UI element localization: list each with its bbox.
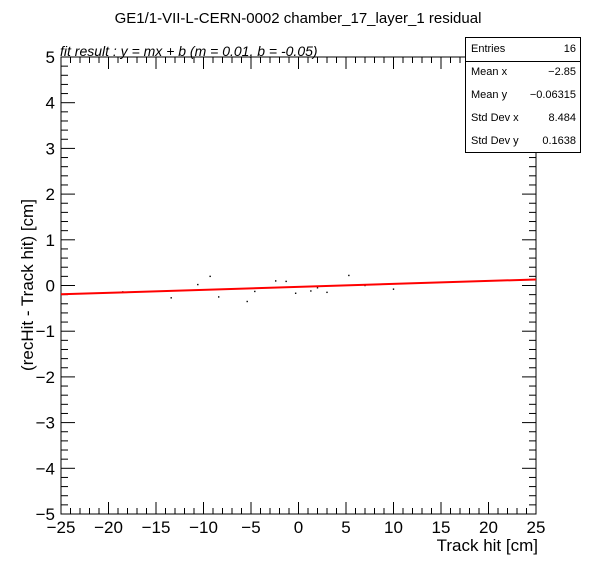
stats-label: Std Dev x bbox=[471, 112, 519, 124]
data-point bbox=[254, 290, 256, 293]
stats-value: 8.484 bbox=[548, 112, 576, 124]
x-tick-label: 10 bbox=[384, 518, 403, 537]
stats-label: Mean x bbox=[471, 66, 508, 78]
x-tick-label: 5 bbox=[341, 518, 350, 537]
stats-value: 0.1638 bbox=[542, 135, 576, 147]
x-tick-label: 15 bbox=[432, 518, 451, 537]
x-axis-label: Track hit [cm] bbox=[436, 536, 538, 555]
x-tick-label: −20 bbox=[94, 518, 123, 537]
data-point bbox=[316, 287, 319, 289]
y-tick-label: 1 bbox=[46, 231, 55, 250]
chart-title: GE1/1-VII-L-CERN-0002 chamber_17_layer_1… bbox=[114, 10, 482, 27]
stats-row-mean-y: Mean y −0.06315 bbox=[466, 84, 580, 107]
data-point bbox=[294, 292, 297, 294]
data-point bbox=[348, 274, 350, 277]
stats-value: −2.85 bbox=[548, 66, 576, 78]
stats-row-std-dev-x: Std Dev x 8.484 bbox=[466, 107, 580, 130]
x-tick-label: −25 bbox=[47, 518, 76, 537]
stats-label: Entries bbox=[471, 43, 506, 55]
data-point bbox=[326, 291, 328, 294]
y-tick-label: −5 bbox=[36, 505, 55, 524]
stats-value: −0.06315 bbox=[529, 89, 576, 101]
y-tick-label: 3 bbox=[46, 139, 55, 158]
data-point bbox=[285, 280, 287, 283]
stats-box: Entries 16 Mean x −2.85 Mean y −0.06315 … bbox=[465, 37, 581, 153]
data-point bbox=[170, 297, 172, 299]
y-tick-label: 2 bbox=[46, 185, 55, 204]
y-tick-label: −1 bbox=[36, 322, 55, 341]
stats-label: Mean y bbox=[471, 89, 508, 101]
x-tick-label: −15 bbox=[142, 518, 171, 537]
x-tick-label: −5 bbox=[241, 518, 260, 537]
x-tick-label: 20 bbox=[479, 518, 498, 537]
stats-row-std-dev-y: Std Dev y 0.1638 bbox=[466, 130, 580, 153]
y-tick-label: 5 bbox=[46, 48, 55, 67]
x-tick-label: 25 bbox=[527, 518, 546, 537]
y-axis-label: (recHit - Track hit) [cm] bbox=[18, 199, 37, 371]
stats-row-entries: Entries 16 bbox=[466, 38, 580, 62]
y-tick-label: −4 bbox=[36, 459, 55, 478]
fit-result-text: fit result : y = mx + b (m = 0.01, b = -… bbox=[60, 43, 318, 59]
y-tick-label: 4 bbox=[46, 94, 55, 113]
y-tick-label: −2 bbox=[36, 368, 55, 387]
x-tick-label: 0 bbox=[294, 518, 303, 537]
data-point bbox=[310, 290, 312, 292]
data-point bbox=[209, 275, 211, 278]
data-point bbox=[218, 296, 220, 298]
data-point bbox=[246, 300, 248, 303]
x-tick-label: −10 bbox=[189, 518, 218, 537]
stats-row-mean-x: Mean x −2.85 bbox=[466, 61, 580, 84]
stats-label: Std Dev y bbox=[471, 135, 519, 147]
data-point bbox=[275, 280, 277, 282]
stats-value: 16 bbox=[563, 43, 576, 55]
data-point bbox=[197, 283, 199, 286]
fit-line bbox=[60, 278, 537, 296]
y-tick-label: 0 bbox=[46, 277, 55, 296]
data-point bbox=[392, 288, 395, 290]
y-tick-label: −3 bbox=[36, 414, 55, 433]
